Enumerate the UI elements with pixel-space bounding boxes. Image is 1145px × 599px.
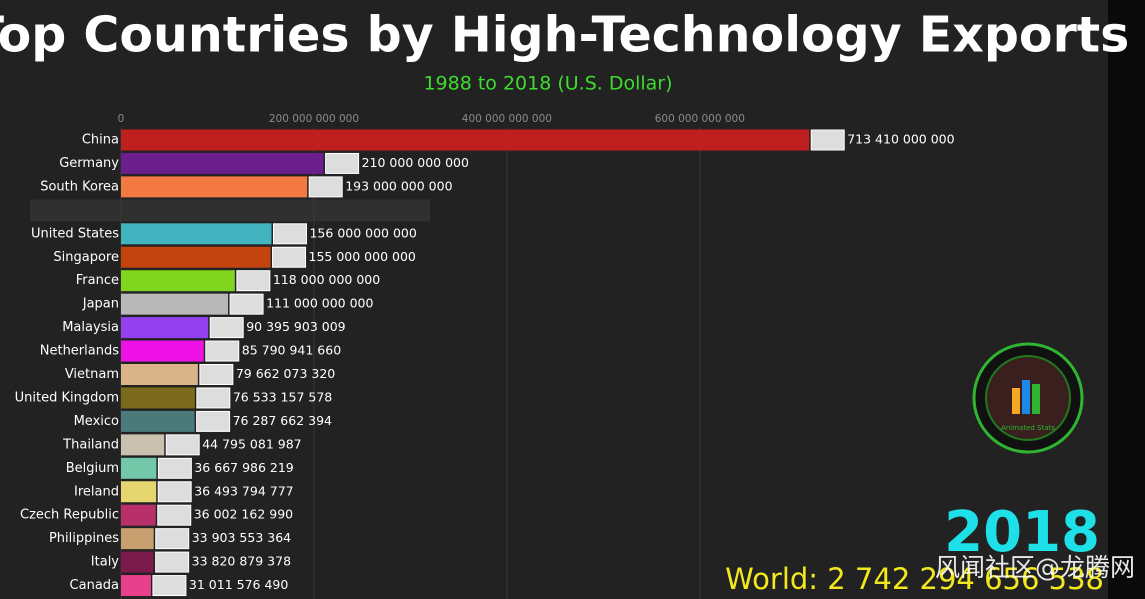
flag xyxy=(325,152,360,174)
flag xyxy=(157,457,192,479)
side-strip xyxy=(1108,0,1145,599)
category-label: Mexico xyxy=(74,414,119,429)
logo: Animated Stats xyxy=(972,342,1084,454)
bar xyxy=(121,575,151,597)
x-tick-label: 600 000 000 000 xyxy=(655,113,745,125)
value-label: 76 287 662 394 xyxy=(233,413,332,428)
category-label: Canada xyxy=(70,578,119,593)
category-label: Germany xyxy=(59,156,119,171)
x-tick-label: 200 000 000 000 xyxy=(269,113,359,125)
value-label: 79 662 073 320 xyxy=(236,366,335,381)
bar xyxy=(121,129,810,151)
bar xyxy=(121,551,154,573)
flag xyxy=(308,176,343,198)
category-label: Singapore xyxy=(53,250,119,265)
value-label: 111 000 000 000 xyxy=(266,296,373,311)
value-label: 36 002 162 990 xyxy=(194,507,293,522)
value-label: 118 000 000 000 xyxy=(273,272,380,287)
value-label: 33 820 879 378 xyxy=(192,554,291,569)
bar xyxy=(121,457,157,479)
value-label: 33 903 553 364 xyxy=(192,530,291,545)
flag xyxy=(196,410,231,432)
blur-row xyxy=(30,199,430,222)
bar xyxy=(121,246,271,268)
value-label: 36 667 986 219 xyxy=(194,460,293,475)
category-label: South Korea xyxy=(40,179,119,194)
flag xyxy=(272,223,307,245)
flag xyxy=(157,481,192,503)
watermark: 风闻社区@龙腾网 xyxy=(935,553,1135,582)
category-label: Japan xyxy=(82,297,119,312)
bar xyxy=(121,434,165,456)
bar xyxy=(121,270,235,292)
category-label: Vietnam xyxy=(65,367,119,382)
flag xyxy=(236,270,271,292)
value-label: 193 000 000 000 xyxy=(345,178,452,193)
x-tick-label: 0 xyxy=(118,113,125,125)
bar xyxy=(121,293,229,315)
category-label: Thailand xyxy=(62,437,119,452)
category-label: Malaysia xyxy=(62,320,119,335)
category-label: Belgium xyxy=(66,461,119,476)
category-label: Ireland xyxy=(74,484,119,499)
logo-bar xyxy=(1022,380,1030,414)
world-total: World: 2 742 294 656 538 xyxy=(725,562,1104,596)
year-label: 2018 xyxy=(944,500,1100,565)
flag xyxy=(199,364,234,385)
category-label: Italy xyxy=(91,555,120,570)
flag xyxy=(272,246,307,268)
category-label: France xyxy=(76,273,119,288)
value-label: 155 000 000 000 xyxy=(309,249,416,264)
flag xyxy=(155,528,190,550)
flag xyxy=(157,504,192,526)
chart-title: Top Countries by High-Technology Exports xyxy=(0,7,1129,64)
flag xyxy=(205,340,240,362)
bar xyxy=(121,410,195,432)
value-label: 31 011 576 490 xyxy=(189,577,288,592)
value-label: 85 790 941 660 xyxy=(242,343,341,358)
category-label: United Kingdom xyxy=(15,390,119,405)
logo-bar xyxy=(1012,388,1020,414)
logo-bar xyxy=(1032,384,1040,414)
category-label: China xyxy=(82,133,119,148)
value-label: 90 395 903 009 xyxy=(246,319,345,334)
category-label: Czech Republic xyxy=(20,508,119,523)
flag xyxy=(810,129,845,151)
category-label: Philippines xyxy=(49,531,119,546)
value-label: 156 000 000 000 xyxy=(309,225,416,240)
category-label: Netherlands xyxy=(40,344,119,359)
bar xyxy=(121,340,204,362)
value-label: 36 493 794 777 xyxy=(194,483,293,498)
bar xyxy=(121,176,308,198)
value-label: 76 533 157 578 xyxy=(233,389,332,404)
flag xyxy=(155,551,190,573)
bar xyxy=(121,223,272,245)
bar xyxy=(121,364,198,385)
flag xyxy=(209,317,244,339)
bar xyxy=(121,387,195,409)
x-tick-label: 400 000 000 000 xyxy=(462,113,552,125)
bar xyxy=(121,504,156,526)
value-label: 210 000 000 000 xyxy=(362,155,469,170)
flag xyxy=(152,575,187,597)
bar xyxy=(121,528,154,550)
logo-text: Animated Stats xyxy=(1001,424,1055,432)
bar xyxy=(121,317,209,339)
chart-subtitle: 1988 to 2018 (U.S. Dollar) xyxy=(423,73,672,95)
bar xyxy=(121,152,324,174)
value-label: 713 410 000 000 xyxy=(847,132,954,147)
flag xyxy=(229,293,264,315)
category-label: United States xyxy=(31,226,119,241)
bar xyxy=(121,481,157,503)
flag xyxy=(165,434,200,456)
value-label: 44 795 081 987 xyxy=(202,436,301,451)
flag xyxy=(196,387,231,409)
